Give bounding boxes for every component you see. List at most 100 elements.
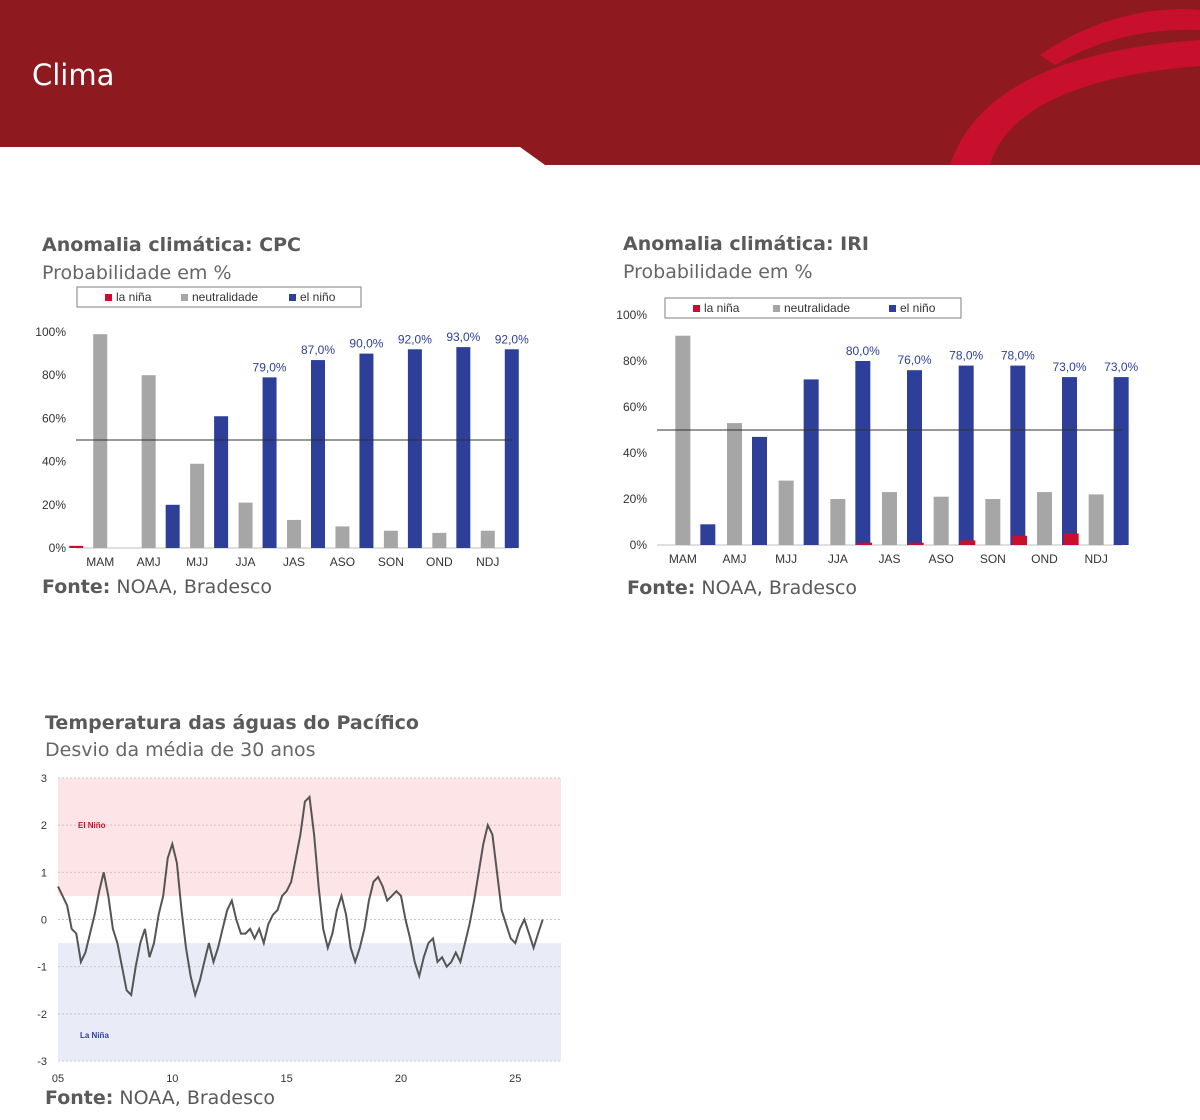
bar-el-niño <box>311 360 325 548</box>
x-tick-label: NDJ <box>1084 552 1107 566</box>
y-tick-label: 60% <box>623 400 647 414</box>
x-tick-label: JJA <box>828 552 848 566</box>
bar-neutralidade <box>1037 492 1052 545</box>
bar-la-niña <box>960 540 976 545</box>
y-tick-label: 100% <box>616 308 647 322</box>
header-banner: Clima <box>0 0 1200 170</box>
y-tick-label: -1 <box>37 962 47 974</box>
x-tick-label: 15 <box>281 1073 293 1085</box>
x-tick-label: OND <box>426 555 453 569</box>
y-tick-label: 100% <box>35 325 66 339</box>
y-tick-label: 0% <box>49 541 67 555</box>
legend-swatch <box>693 305 700 312</box>
legend-label: la niña <box>704 301 740 315</box>
x-tick-label: MAM <box>86 555 114 569</box>
bar-neutralidade <box>985 499 1001 545</box>
bar-el-niño <box>359 353 374 548</box>
x-tick-label: SON <box>980 552 1006 566</box>
bar-la-niña <box>908 542 924 545</box>
x-tick-label: 10 <box>166 1073 178 1085</box>
x-tick-label: JAS <box>878 552 900 566</box>
data-label: 92,0% <box>495 332 529 346</box>
data-label: 78,0% <box>1001 349 1035 363</box>
pacific-source: Fonte: NOAA, Bradesco <box>45 1087 276 1109</box>
iri-chart-title: Anomalia climática: IRI <box>623 233 869 255</box>
iri-source: Fonte: NOAA, Bradesco <box>627 577 858 599</box>
y-tick-label: 80% <box>623 354 647 368</box>
bar-neutralidade <box>93 334 108 548</box>
y-tick-label: 60% <box>42 411 66 425</box>
data-label: 79,0% <box>253 360 287 374</box>
iri-bar-chart: 0% 20% 40% 60% 80% 100% MAM AMJ MJJ JJA 80,0% JAS 76… <box>616 297 1139 566</box>
legend-label: neutralidade <box>192 290 258 304</box>
bar-neutralidade <box>141 375 156 548</box>
cpc-source: Fonte: NOAA, Bradesco <box>42 576 273 598</box>
bar-neutralidade <box>190 463 205 548</box>
bar-la-niña <box>69 545 84 548</box>
legend-swatch <box>773 305 780 312</box>
bar-el-niño <box>262 377 277 548</box>
bar-neutralidade <box>335 526 350 548</box>
x-tick-label: NDJ <box>476 555 499 569</box>
cpc-bar-chart: 0% 20% 40% 60% 80% 100% MAM AMJ MJJ JJA 79,0% JAS 87… <box>35 286 529 569</box>
x-tick-label: 25 <box>509 1073 521 1085</box>
bar-neutralidade <box>287 519 301 548</box>
legend-swatch <box>289 294 296 301</box>
bar-el-niño <box>752 436 767 545</box>
y-tick-label: 20% <box>623 492 647 506</box>
bar-neutralidade <box>432 532 447 548</box>
header-background <box>0 0 1200 165</box>
bar-neutralidade <box>238 502 253 548</box>
x-tick-label: SON <box>378 555 404 569</box>
data-label: 87,0% <box>301 343 335 357</box>
pacific-chart-title: Temperatura das águas do Pacífico <box>45 712 419 734</box>
data-label: 92,0% <box>398 332 432 346</box>
x-tick-label: JAS <box>283 555 305 569</box>
y-tick-label: 40% <box>623 446 647 460</box>
legend-label: el niño <box>300 290 336 304</box>
x-tick-label: AMJ <box>723 552 747 566</box>
data-label: 90,0% <box>349 337 383 351</box>
cpc-chart-subtitle: Probabilidade em % <box>42 262 232 284</box>
bar-el-niño <box>214 416 229 548</box>
x-tick-label: OND <box>1031 552 1058 566</box>
y-tick-label: 2 <box>41 820 47 832</box>
bar-el-niño <box>1010 365 1026 545</box>
page-title: Clima <box>32 58 115 92</box>
bar-neutralidade <box>830 499 846 545</box>
bar-neutralidade <box>675 335 691 545</box>
x-tick-label: MAM <box>669 552 697 566</box>
brand-logo-swoosh <box>950 40 1200 165</box>
legend-label: neutralidade <box>784 301 850 315</box>
bar-neutralidade <box>933 496 949 545</box>
data-label: 80,0% <box>846 344 880 358</box>
bar-el-niño <box>958 365 974 545</box>
x-tick-label: JJA <box>236 555 256 569</box>
data-label: 93,0% <box>446 330 480 344</box>
cpc-chart-title: Anomalia climática: CPC <box>42 234 301 256</box>
x-tick-label: MJJ <box>775 552 797 566</box>
bar-el-niño <box>165 504 180 548</box>
bar-el-niño <box>700 524 716 545</box>
legend-label: el niño <box>900 301 936 315</box>
bar-el-niño <box>855 361 871 545</box>
band-label-la-nina: La Niña <box>80 1031 109 1040</box>
y-tick-label: 80% <box>42 368 66 382</box>
legend-swatch <box>181 294 188 301</box>
bar-el-niño <box>456 347 471 548</box>
pacific-chart-subtitle: Desvio da média de 30 anos <box>45 739 316 761</box>
x-tick-label: 05 <box>52 1073 64 1085</box>
y-tick-label: 20% <box>42 498 66 512</box>
legend-box <box>664 297 962 319</box>
y-tick-label: 1 <box>41 867 47 879</box>
bar-neutralidade <box>882 492 897 545</box>
x-tick-label: ASO <box>330 555 355 569</box>
bar-neutralidade <box>383 530 398 548</box>
bar-neutralidade <box>727 423 742 545</box>
y-tick-label: 3 <box>41 773 47 785</box>
data-label: 76,0% <box>897 353 931 367</box>
bar-el-niño <box>803 379 819 545</box>
data-label: 73,0% <box>1104 360 1138 374</box>
y-tick-label: 0% <box>630 538 648 552</box>
data-label: 73,0% <box>1052 360 1086 374</box>
